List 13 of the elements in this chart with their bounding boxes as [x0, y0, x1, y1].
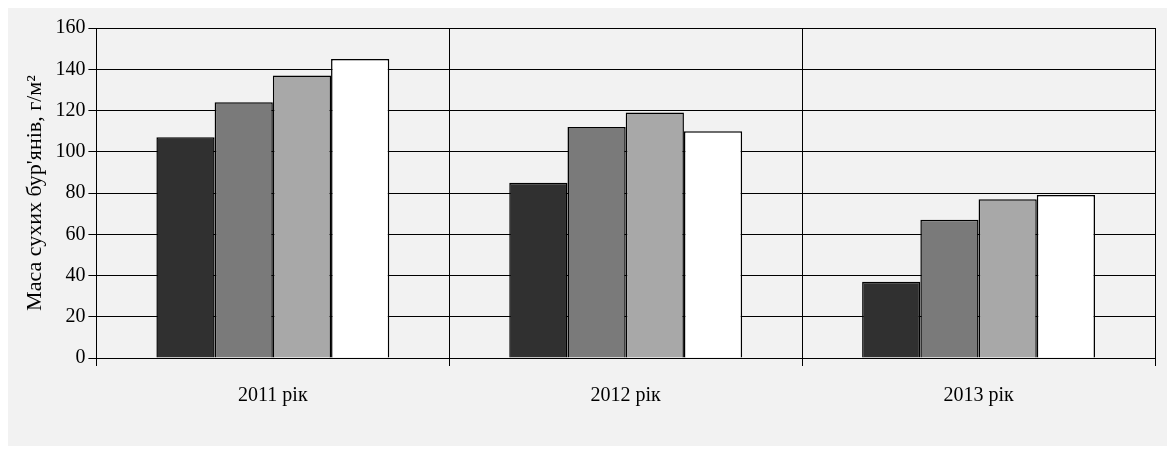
- x-tick-label: 2011 рік: [238, 383, 308, 407]
- y-axis-title: Маса сухих бур'янів, г/м²: [20, 74, 46, 311]
- y-tick-label: 60: [65, 221, 86, 244]
- y-tick-label: 140: [55, 56, 86, 79]
- y-tick-label: 120: [55, 97, 86, 120]
- y-tick-label: 160: [55, 15, 86, 38]
- y-tick-label: 0: [75, 345, 86, 368]
- y-tick-label: 40: [65, 262, 86, 285]
- y-tick-label: 20: [65, 304, 86, 326]
- x-tick-label: 2012 рік: [590, 383, 662, 407]
- y-tick-label: 100: [55, 139, 86, 161]
- x-tick-label: 2013 рік: [943, 383, 1014, 407]
- y-tick-label: 80: [65, 180, 86, 203]
